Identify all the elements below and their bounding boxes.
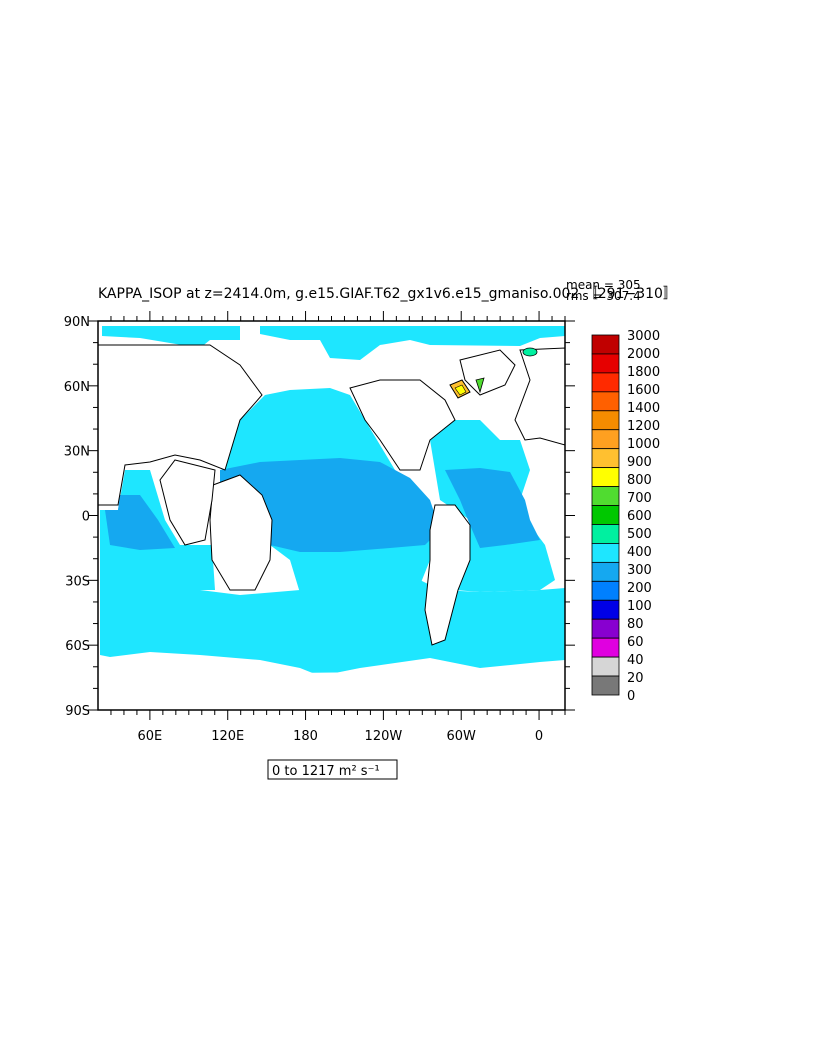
anomaly-green [475,377,485,394]
colorbar-swatch [591,543,620,563]
colorbar-swatch [591,391,620,412]
colorbar-swatch [591,561,620,582]
land-masses [97,344,566,710]
x-tick-label: 180 [293,729,318,744]
axis-ticks [88,311,575,720]
y-tick-label: 30N [64,445,90,460]
colorbar-swatch [591,656,620,677]
anomaly-inner [454,384,467,396]
colorbar-swatch [591,580,620,601]
x-tick-label: 0 [535,729,543,744]
equatorial-band [220,458,440,552]
colorbar-swatch [591,675,620,696]
arctic-ocean [102,326,565,360]
south-america [424,504,471,646]
atlantic-equatorial-band [445,468,540,548]
greenland [459,349,516,396]
x-tick-label: 60E [138,729,163,744]
colorbar-swatch [591,410,620,431]
colorbar-swatch [591,618,620,639]
colorbar-label: 600 [627,509,652,524]
colorbar-swatch [591,372,620,393]
colorbar-swatch [591,637,620,658]
indian-equatorial-band [105,495,175,550]
colorbar-label: 1400 [627,401,660,416]
map-plot [88,311,575,720]
colorbar-label: 1800 [627,365,660,380]
colorbar-label: 300 [627,563,652,578]
colorbar-swatch [591,448,620,469]
range-label-box [267,759,398,780]
ocean-field [100,326,565,676]
colorbar-label: 60 [627,635,644,650]
colorbar-label: 1200 [627,419,660,434]
mean-stat: mean = 305 [566,278,641,292]
x-tick-label: 120E [211,729,244,744]
y-tick-label: 30S [65,574,90,589]
x-tick-label: 120W [365,729,403,744]
colorbar-swatch [591,524,620,544]
y-tick-label: 60N [64,380,90,395]
colorbar-swatch [591,505,620,525]
x-tick-label: 60W [447,729,477,744]
colorbar-label: 3000 [627,329,660,344]
colorbar-label: 40 [627,653,644,668]
eurasia [97,344,263,506]
colorbar-label: 80 [627,617,644,632]
y-axis-labels: 90N 60N 30N 0 30S 60S 90S [64,315,90,719]
colorbar-swatch [591,353,620,374]
colorbar-label: 20 [627,671,644,686]
colorbar-label: 1000 [627,437,660,452]
y-tick-label: 90N [64,315,90,330]
colorbar-label: 2000 [627,347,660,362]
rms-stat: rms = 307.4 [566,289,641,303]
colorbar-label: 800 [627,473,652,488]
y-tick-label: 0 [82,510,90,525]
colorbar-swatch [591,429,620,450]
labrador-anomaly [449,347,538,399]
colorbar-swatch [591,467,620,487]
antarctica-edge [98,670,565,710]
colorbar-label: 0 [627,689,635,704]
map-title: KAPPA_ISOP at z=2414.0m, g.e15.GIAF.T62_… [98,286,677,302]
colorbar-label: 400 [627,545,652,560]
colorbar-label: 100 [627,599,652,614]
colorbar-label: 1600 [627,383,660,398]
anomaly-nordic [522,347,538,357]
australia [209,474,273,591]
colorbar-swatch [591,334,620,355]
colorbar: 3000200018001600140012001000900800700600… [591,329,660,704]
y-tick-label: 60S [65,639,90,654]
range-label: 0 to 1217 m² s⁻¹ [272,764,380,779]
y-tick-label: 90S [65,704,90,719]
north-america [349,379,456,471]
colorbar-swatch [591,599,620,620]
colorbar-label: 500 [627,527,652,542]
x-axis-labels: 60E 120E 180 120W 60W 0 [138,729,544,744]
colorbar-swatch [591,486,620,506]
africa [159,459,216,546]
colorbar-label: 200 [627,581,652,596]
colorbar-label: 700 [627,491,652,506]
colorbar-label: 900 [627,455,652,470]
